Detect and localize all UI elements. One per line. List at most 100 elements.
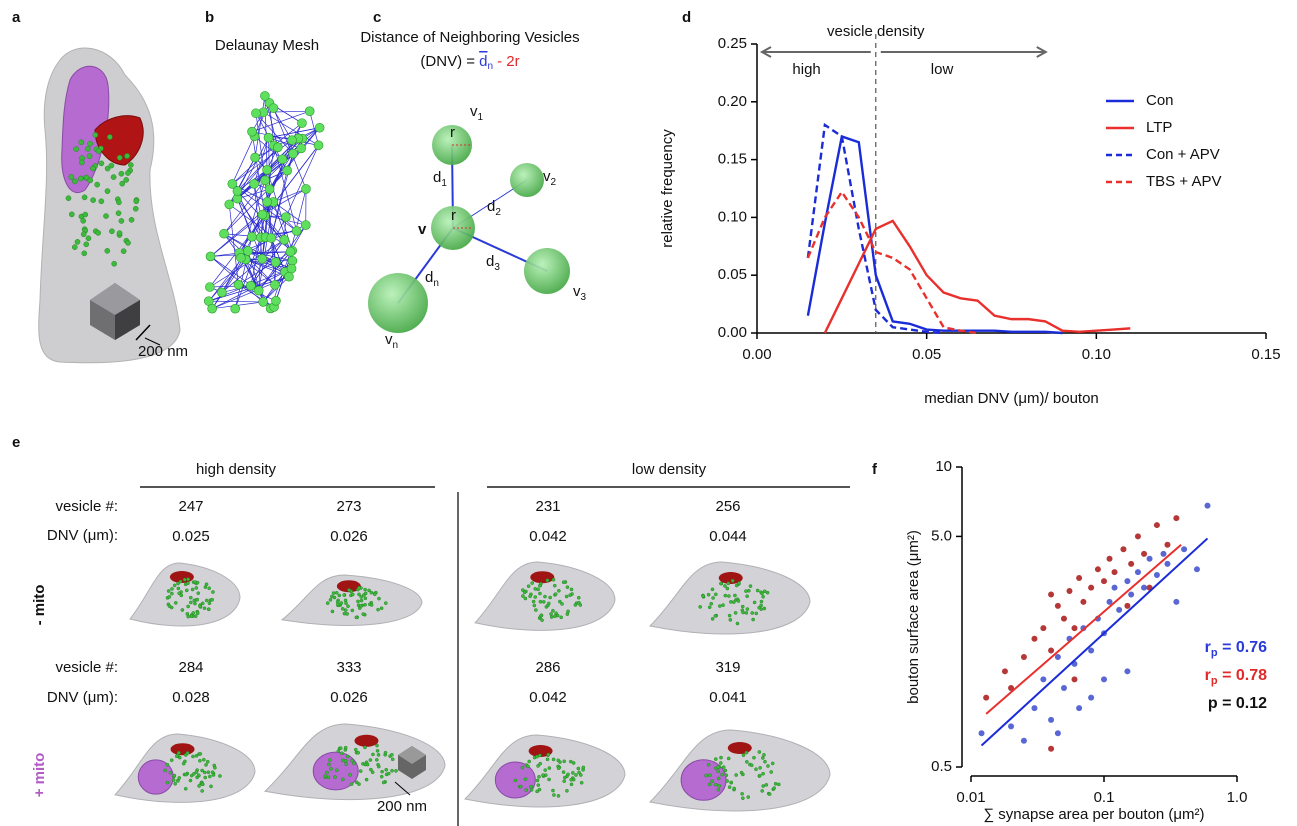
point: [1111, 569, 1118, 576]
mesh-node: [301, 184, 311, 194]
vesicle: [762, 753, 766, 757]
vesicle: [128, 217, 135, 223]
vesicle: [551, 788, 555, 793]
point: [1193, 566, 1200, 573]
vesicle: [340, 751, 344, 756]
dnv-value: 0.026: [330, 689, 368, 706]
vesicle: [759, 599, 764, 604]
vesicle: [371, 752, 375, 757]
vesicle: [713, 592, 718, 597]
vesicle: [343, 758, 348, 763]
vesicle: [196, 591, 201, 596]
vesicle: [104, 188, 111, 194]
vesicle: [755, 588, 760, 593]
vesicle: [186, 614, 190, 619]
point: [1054, 602, 1061, 609]
vesicle: [541, 600, 546, 604]
vesicle: [80, 231, 87, 238]
vesicle: [735, 621, 740, 626]
vesicle: [202, 606, 207, 611]
panel-title: Delaunay Mesh: [215, 37, 319, 54]
arrow: [880, 46, 1048, 58]
mesh-edge: [253, 127, 320, 185]
y-tick-label: 0.05: [718, 266, 747, 283]
vesicle: [384, 767, 389, 772]
vesicle: [189, 614, 194, 619]
vesicle: [192, 772, 196, 776]
vesicle: [518, 784, 523, 789]
mesh-edge: [254, 95, 266, 158]
point: [1060, 685, 1067, 692]
vesicle: [551, 757, 556, 762]
vesicle: [383, 750, 388, 755]
vesicle: [576, 766, 581, 771]
vesicle: [390, 752, 394, 757]
vesicle: [110, 174, 117, 180]
point: [1094, 566, 1101, 573]
vesicle: [206, 770, 211, 775]
vesicle: [172, 773, 177, 778]
vesicle: [538, 753, 542, 758]
vesicle: [200, 789, 204, 793]
vesicle: [177, 776, 182, 780]
vesicle: [336, 749, 341, 753]
vesicle: [713, 757, 718, 761]
stat: p = 0.12: [1208, 695, 1267, 712]
vesicle: [520, 765, 525, 770]
vesicle: [745, 607, 750, 611]
mesh-node: [232, 186, 243, 196]
vesicle: [167, 595, 172, 599]
vesicle: [533, 595, 538, 599]
mesh-edge: [232, 145, 275, 185]
label-main: v: [543, 168, 551, 185]
mesh-edge: [263, 111, 319, 146]
vesicle: [325, 601, 330, 605]
vesicle: [535, 778, 540, 783]
vesicle: [568, 593, 572, 598]
vesicle: [194, 770, 199, 774]
label-main: d: [487, 198, 495, 215]
x-tick-label: 0.05: [912, 346, 941, 363]
vesicle: [765, 590, 770, 595]
y-tick-label: 0.00: [718, 324, 747, 341]
point: [1008, 723, 1015, 730]
point: [978, 730, 985, 737]
vesicle: [711, 596, 715, 600]
vesicle: [564, 594, 569, 599]
vesicle: [770, 761, 775, 766]
vesicle: [195, 611, 200, 615]
vesicle: [551, 608, 555, 613]
vesicle: [546, 601, 551, 606]
vesicle: [94, 181, 100, 188]
vesicle: [773, 781, 778, 786]
mesh-edge: [285, 145, 319, 218]
point: [1076, 575, 1083, 582]
vesicle: [767, 792, 772, 796]
vesicle: [381, 780, 386, 785]
vesicle: [334, 591, 339, 595]
vesicle-count: 273: [336, 498, 361, 515]
vesicle: [727, 785, 732, 789]
label-sub: 3: [581, 292, 587, 303]
vesicle: [744, 611, 749, 615]
vesicle: [727, 594, 731, 598]
vesicle: [363, 602, 367, 607]
point: [1054, 653, 1061, 660]
delaunay-mesh: [204, 91, 325, 314]
vesicle: [202, 757, 206, 762]
vesicle: [579, 773, 583, 777]
point: [1040, 625, 1047, 632]
point: [1066, 587, 1073, 594]
vesicle: [128, 162, 134, 168]
stat-symbol: r: [1205, 639, 1211, 656]
vesicle: [193, 614, 198, 619]
vesicle: [71, 244, 78, 250]
vesicle: [345, 754, 350, 759]
vesicle: [734, 583, 739, 588]
label-sub: 3: [494, 262, 500, 273]
vesicle: [545, 757, 550, 762]
vesicle: [725, 586, 730, 591]
point: [1181, 546, 1188, 553]
mesh-node: [281, 212, 291, 222]
